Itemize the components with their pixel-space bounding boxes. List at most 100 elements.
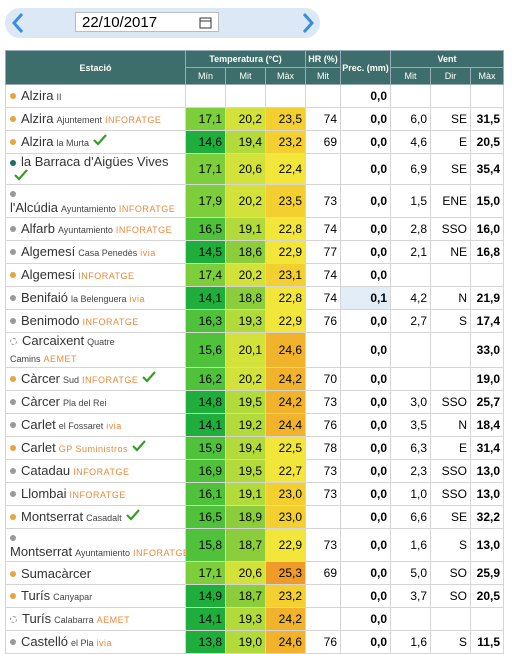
value-cell: 0,0: [340, 153, 391, 185]
value-cell: 0,0: [340, 107, 391, 131]
value-cell: 14,9: [185, 584, 226, 608]
value-cell: 0,0: [340, 528, 391, 562]
value-cell: 1,0: [390, 482, 431, 506]
value-cell: 6,6: [390, 505, 431, 529]
station-row: Castelló el Pla ivia 13,8 19,0 24,6 76 0,0 1,6 S 1…: [5, 630, 504, 654]
value-cell: [185, 84, 226, 108]
station-cell: Alzira la Murta: [5, 130, 186, 154]
station-cell: Carlet GP Suministros: [5, 436, 186, 460]
value-cell: 17,1: [185, 153, 226, 185]
value-cell: 19,1: [225, 217, 266, 241]
station-cell: Sumacàrcer: [5, 561, 186, 585]
value-cell: 23,2: [265, 584, 306, 608]
value-cell: 17,1: [185, 107, 226, 131]
calendar-icon[interactable]: [199, 16, 212, 29]
value-cell: E: [430, 436, 471, 460]
station-row: Càrcer Pla del Rei 14,8 19,5 24,2 73 0,0 3,0 SSO…: [5, 390, 504, 414]
value-cell: [470, 84, 504, 108]
value-cell: 4,2: [390, 286, 431, 310]
value-cell: 17,4: [470, 309, 504, 333]
status-dot: [10, 376, 16, 383]
value-cell: 76: [305, 630, 341, 654]
value-cell: 0,0: [340, 263, 391, 287]
station-source: INFORATGE: [115, 224, 173, 235]
value-cell: 0,0: [340, 84, 391, 108]
station-name: Càrcer: [21, 393, 61, 409]
value-cell: 74: [305, 263, 341, 287]
value-cell: 16,5: [185, 217, 226, 241]
station-name: Benimodo: [21, 312, 80, 328]
station-subtitle: Casadalt: [86, 512, 122, 523]
value-cell: 14,6: [185, 130, 226, 154]
station-subtitle: el Pla: [70, 637, 94, 648]
station-source: GP Suministros: [58, 443, 129, 454]
header: Temperatura (°C): [185, 50, 306, 68]
subheader: Dir: [430, 67, 471, 85]
station-cell: Montserrat Ayuntamiento INFORATGE: [5, 528, 189, 562]
value-cell: S: [430, 528, 471, 562]
value-cell: S: [430, 309, 471, 333]
station-cell: l'Alcúdia Ayuntamiento INFORATGE: [5, 184, 186, 218]
status-dot: [10, 272, 16, 279]
value-cell: 20,1: [225, 332, 266, 368]
value-cell: [430, 367, 471, 391]
value-cell: 24,6: [265, 630, 306, 654]
station-row: Montserrat Ayuntamiento INFORATGE 15,8 18,7 2…: [5, 528, 504, 562]
value-cell: NE: [430, 240, 471, 264]
value-cell: 23,2: [265, 130, 306, 154]
status-dot: [10, 422, 16, 429]
value-cell: 25,7: [470, 390, 504, 414]
value-cell: [390, 84, 431, 108]
station-subtitle: Canyapar: [53, 591, 93, 602]
value-cell: 24,6: [265, 332, 306, 368]
station-row: Càrcer Sud INFORATGE 16,2 20,2 24,2 70 0,0 19,0: [5, 367, 504, 391]
value-cell: N: [430, 286, 471, 310]
value-cell: 0,0: [340, 459, 391, 483]
value-cell: 32,2: [470, 505, 504, 529]
status-dot: [10, 571, 16, 578]
check-icon: [93, 133, 107, 146]
station-name: Carlet: [21, 439, 56, 455]
value-cell: 0,0: [340, 436, 391, 460]
station-subtitle: Casa Penedès: [78, 247, 138, 258]
value-cell: [430, 332, 471, 368]
station-name: Catadau: [21, 462, 71, 478]
station-row: Llombai INFORATGE 16,1 19,1 23,0 73 0,0 1,0 SSO 1…: [5, 482, 504, 506]
station-subtitle: II: [56, 91, 62, 102]
station-subtitle: Ayuntamiento: [57, 224, 113, 235]
prev-arrow[interactable]: [11, 12, 25, 34]
station-subtitle: Ajuntement: [56, 114, 103, 125]
status-dot: [10, 468, 16, 475]
value-cell: SE: [430, 505, 471, 529]
value-cell: 0,1: [340, 286, 391, 310]
value-cell: 19,5: [225, 459, 266, 483]
value-cell: 22,5: [265, 436, 306, 460]
value-cell: 0,0: [340, 561, 391, 585]
value-cell: 73: [305, 390, 341, 414]
station-name: Carlet: [21, 416, 56, 432]
header: Estació: [5, 50, 186, 85]
value-cell: [305, 84, 341, 108]
station-cell: Alfarb Ayuntamiento INFORATGE: [5, 217, 186, 241]
value-cell: 23,5: [265, 107, 306, 131]
station-source: INFORATGE: [82, 374, 139, 385]
value-cell: 22,9: [265, 528, 306, 562]
value-cell: 6,9: [390, 153, 431, 185]
station-name: Algemesí: [21, 266, 76, 282]
station-subtitle: Pla del Rei: [63, 397, 107, 408]
station-cell: Montserrat Casadalt: [5, 505, 186, 529]
date-input[interactable]: 22/10/2017: [75, 12, 219, 32]
value-cell: 20,6: [225, 561, 266, 585]
value-cell: 16,2: [185, 367, 226, 391]
value-cell: 70: [305, 367, 341, 391]
value-cell: 20,6: [225, 153, 266, 185]
status-dot: [10, 318, 16, 325]
next-arrow[interactable]: [301, 12, 315, 34]
station-name: Sumacàrcer: [21, 565, 92, 581]
value-cell: 15,6: [185, 332, 226, 368]
value-cell: SO: [430, 584, 471, 608]
value-cell: 0,0: [340, 390, 391, 414]
value-cell: 74: [305, 107, 341, 131]
station-row: Catadau INFORATGE 16,9 19,5 22,7 73 0,0 2,3 SSO 1…: [5, 459, 504, 483]
station-row: Montserrat Casadalt 16,5 18,9 23,0 0,0 6,6 SE 32…: [5, 505, 504, 529]
